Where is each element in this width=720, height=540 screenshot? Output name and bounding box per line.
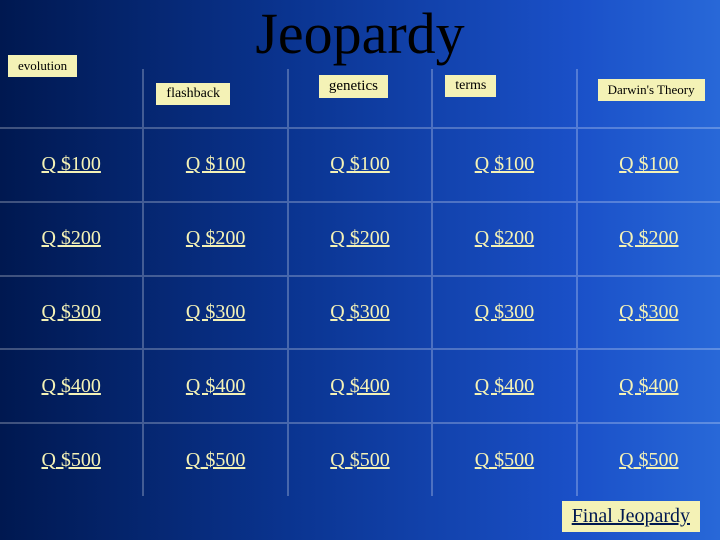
question-cell: Q $300 [0, 277, 144, 349]
question-cell: Q $200 [578, 203, 720, 275]
category-cell: terms [433, 69, 577, 127]
question-cell: Q $400 [578, 350, 720, 422]
question-link[interactable]: Q $100 [330, 153, 389, 176]
question-link[interactable]: Q $500 [619, 449, 678, 472]
question-grid: Q $100Q $100Q $100Q $100Q $100Q $200Q $2… [0, 127, 720, 496]
question-link[interactable]: Q $200 [475, 227, 534, 250]
question-cell: Q $200 [433, 203, 577, 275]
category-cell: genetics [289, 69, 433, 127]
category-label: flashback [156, 83, 230, 105]
question-link[interactable]: Q $400 [475, 375, 534, 398]
question-cell: Q $100 [0, 129, 144, 201]
question-cell: Q $400 [144, 350, 288, 422]
question-cell: Q $400 [0, 350, 144, 422]
question-row: Q $300 Q $300 Q $300 Q $300 Q $300 [0, 275, 720, 349]
question-link[interactable]: Q $500 [475, 449, 534, 472]
question-cell: Q $200 [144, 203, 288, 275]
question-link[interactable]: Q $100 [619, 153, 678, 176]
question-cell: Q $100 [289, 129, 433, 201]
category-label: genetics [319, 75, 388, 98]
question-link[interactable]: Q $400 [619, 375, 678, 398]
question-cell: Q $100 [433, 129, 577, 201]
question-cell: Q $500 [289, 424, 433, 496]
question-cell: Q $200 [289, 203, 433, 275]
category-cell: Darwin's Theory [578, 69, 720, 127]
question-link[interactable]: Q $500 [41, 449, 100, 472]
final-jeopardy-button[interactable]: Final Jeopardy [562, 501, 700, 532]
category-label: Darwin's Theory [598, 79, 705, 101]
question-link[interactable]: Q $200 [330, 227, 389, 250]
question-link[interactable]: Q $400 [330, 375, 389, 398]
question-link[interactable]: Q $200 [41, 227, 100, 250]
question-cell: Q $200 [0, 203, 144, 275]
question-link[interactable]: Q $300 [41, 301, 100, 324]
question-link[interactable]: Q $300 [619, 301, 678, 324]
question-cell: Q $400 [433, 350, 577, 422]
category-label: evolution [8, 55, 77, 77]
category-row: evolution flashback genetics terms Darwi… [0, 69, 720, 127]
question-cell: Q $300 [433, 277, 577, 349]
category-cell: evolution [0, 69, 144, 127]
question-cell: Q $100 [578, 129, 720, 201]
question-link[interactable]: Q $100 [186, 153, 245, 176]
question-cell: Q $300 [289, 277, 433, 349]
question-link[interactable]: Q $200 [186, 227, 245, 250]
question-link[interactable]: Q $100 [475, 153, 534, 176]
question-link[interactable]: Q $300 [475, 301, 534, 324]
page-title: Jeopardy [0, 0, 720, 67]
question-link[interactable]: Q $100 [41, 153, 100, 176]
question-row: Q $100 Q $100 Q $100 Q $100 Q $100 [0, 127, 720, 201]
question-cell: Q $300 [578, 277, 720, 349]
category-cell: flashback [144, 69, 288, 127]
question-cell: Q $100 [144, 129, 288, 201]
question-link[interactable]: Q $500 [186, 449, 245, 472]
question-row: Q $400 Q $400 Q $400 Q $400 Q $400 [0, 348, 720, 422]
question-link[interactable]: Q $200 [619, 227, 678, 250]
category-label: terms [445, 75, 496, 97]
question-cell: Q $500 [578, 424, 720, 496]
question-link[interactable]: Q $500 [330, 449, 389, 472]
question-link[interactable]: Q $400 [41, 375, 100, 398]
question-row: Q $200 Q $200 Q $200 Q $200 Q $200 [0, 201, 720, 275]
question-cell: Q $500 [433, 424, 577, 496]
question-link[interactable]: Q $300 [330, 301, 389, 324]
question-cell: Q $400 [289, 350, 433, 422]
question-link[interactable]: Q $300 [186, 301, 245, 324]
question-cell: Q $300 [144, 277, 288, 349]
question-link[interactable]: Q $400 [186, 375, 245, 398]
question-cell: Q $500 [144, 424, 288, 496]
question-row: Q $500 Q $500 Q $500 Q $500 Q $500 [0, 422, 720, 496]
jeopardy-board: Jeopardy evolution flashback genetics te… [0, 0, 720, 540]
question-cell: Q $500 [0, 424, 144, 496]
